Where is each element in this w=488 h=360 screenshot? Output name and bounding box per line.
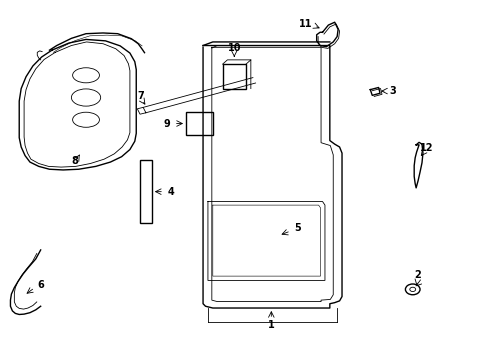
- Bar: [185, 112, 212, 135]
- Text: 1: 1: [267, 320, 274, 330]
- Text: 3: 3: [389, 86, 396, 96]
- Text: 4: 4: [168, 186, 174, 197]
- Text: 5: 5: [293, 224, 300, 233]
- Text: 12: 12: [419, 143, 433, 153]
- Bar: [222, 64, 245, 89]
- Text: 7: 7: [137, 91, 144, 102]
- Bar: [140, 160, 152, 223]
- Text: 2: 2: [413, 270, 420, 280]
- Text: 8: 8: [71, 156, 78, 166]
- Text: 9: 9: [163, 118, 169, 129]
- Text: 6: 6: [37, 280, 44, 290]
- Text: 11: 11: [299, 19, 312, 29]
- Text: 10: 10: [227, 43, 241, 53]
